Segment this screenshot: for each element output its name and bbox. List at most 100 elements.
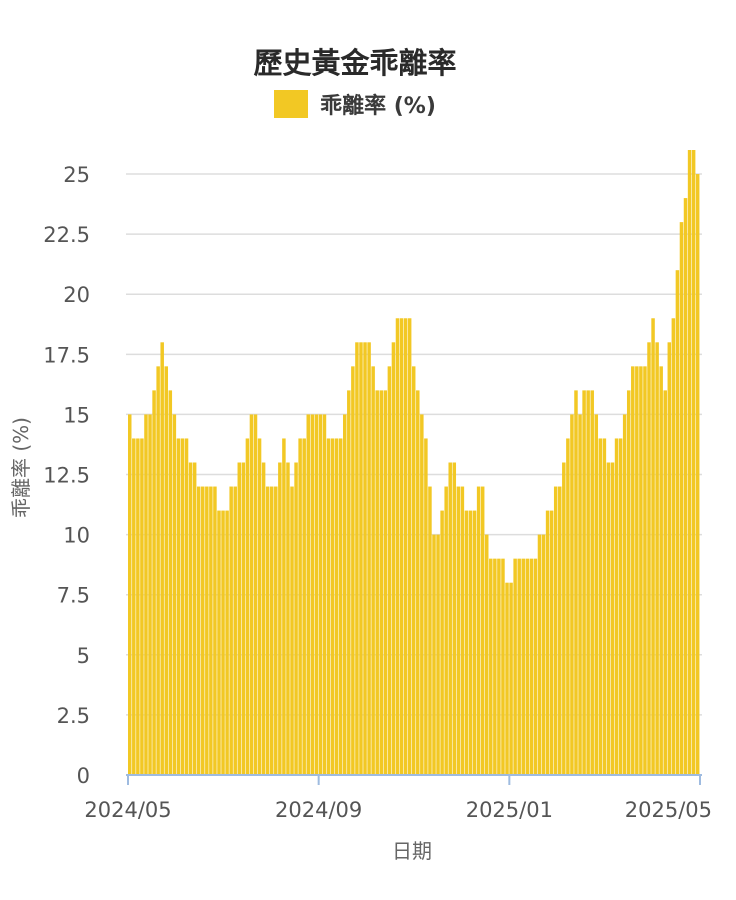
bar[interactable] (286, 462, 290, 776)
bar[interactable] (269, 486, 274, 775)
bar[interactable] (302, 438, 306, 775)
bar[interactable] (687, 150, 692, 775)
bar[interactable] (128, 414, 132, 775)
bar[interactable] (136, 438, 140, 775)
bar[interactable] (549, 510, 554, 775)
bar[interactable] (257, 438, 262, 775)
bar[interactable] (217, 510, 221, 775)
bar[interactable] (359, 342, 363, 775)
bar[interactable] (647, 342, 651, 775)
bar[interactable] (253, 414, 258, 775)
bar[interactable] (476, 486, 481, 775)
bar[interactable] (192, 462, 197, 776)
bar[interactable] (663, 390, 667, 775)
bar[interactable] (553, 486, 558, 775)
bar[interactable] (144, 414, 148, 775)
bar[interactable] (683, 198, 688, 775)
bar[interactable] (233, 486, 237, 775)
bar[interactable] (310, 414, 315, 775)
bar[interactable] (671, 318, 676, 775)
bar[interactable] (225, 510, 229, 775)
bar[interactable] (541, 534, 546, 775)
bar[interactable] (209, 486, 213, 775)
bar[interactable] (574, 390, 578, 775)
bar[interactable] (444, 486, 448, 775)
bar[interactable] (562, 462, 566, 776)
bar[interactable] (176, 438, 181, 775)
bar[interactable] (606, 462, 611, 776)
bar[interactable] (626, 390, 631, 775)
bar[interactable] (338, 438, 343, 775)
bar[interactable] (480, 486, 485, 775)
bar[interactable] (679, 222, 684, 775)
bar[interactable] (659, 366, 663, 775)
bar[interactable] (241, 462, 246, 776)
bar[interactable] (618, 438, 623, 775)
bar[interactable] (391, 342, 396, 775)
bar[interactable] (375, 390, 379, 775)
bar[interactable] (249, 414, 254, 775)
bar[interactable] (558, 486, 562, 775)
bar[interactable] (525, 558, 530, 775)
bar[interactable] (428, 486, 432, 775)
bar[interactable] (639, 366, 643, 775)
bar[interactable] (334, 438, 339, 775)
bar[interactable] (631, 366, 635, 775)
bar[interactable] (436, 534, 440, 775)
bar[interactable] (383, 390, 388, 775)
bar[interactable] (221, 510, 225, 775)
bar[interactable] (205, 486, 209, 775)
bar[interactable] (586, 390, 590, 775)
bar[interactable] (440, 510, 444, 775)
bar[interactable] (655, 342, 659, 775)
bar[interactable] (472, 510, 477, 775)
bar[interactable] (399, 318, 404, 775)
bar[interactable] (351, 366, 355, 775)
bar[interactable] (509, 582, 513, 775)
bar[interactable] (695, 174, 700, 776)
bar[interactable] (622, 414, 627, 775)
bar[interactable] (456, 486, 461, 775)
bar[interactable] (274, 486, 278, 775)
bar[interactable] (156, 366, 160, 775)
bar[interactable] (460, 486, 465, 775)
bar[interactable] (407, 318, 412, 775)
bar[interactable] (521, 558, 525, 775)
bar[interactable] (484, 534, 489, 775)
bar[interactable] (322, 414, 327, 775)
bar[interactable] (184, 438, 189, 775)
bar[interactable] (578, 414, 582, 775)
bar[interactable] (355, 342, 359, 775)
bar[interactable] (314, 414, 319, 775)
bar[interactable] (196, 486, 201, 775)
bar[interactable] (448, 462, 452, 776)
bar[interactable] (282, 438, 286, 775)
bar[interactable] (424, 438, 428, 775)
bar[interactable] (148, 414, 152, 775)
bar[interactable] (566, 438, 570, 775)
bar[interactable] (261, 462, 266, 776)
bar[interactable] (367, 342, 371, 775)
bar[interactable] (667, 342, 672, 775)
bar[interactable] (602, 438, 607, 775)
bar[interactable] (464, 510, 469, 775)
bar[interactable] (403, 318, 408, 775)
bar[interactable] (411, 366, 416, 775)
bar[interactable] (245, 438, 250, 775)
bar[interactable] (172, 414, 177, 775)
bar[interactable] (452, 462, 457, 776)
bar[interactable] (318, 414, 323, 775)
bar[interactable] (330, 438, 335, 775)
bar[interactable] (505, 582, 509, 775)
bar[interactable] (140, 438, 144, 775)
bar[interactable] (468, 510, 473, 775)
bar[interactable] (432, 534, 436, 775)
bar[interactable] (610, 462, 615, 776)
bar[interactable] (160, 342, 164, 775)
bar[interactable] (513, 558, 517, 775)
bar[interactable] (164, 366, 168, 775)
bar[interactable] (598, 438, 603, 775)
bar[interactable] (489, 558, 493, 775)
bar[interactable] (651, 318, 655, 775)
bar[interactable] (132, 438, 136, 775)
